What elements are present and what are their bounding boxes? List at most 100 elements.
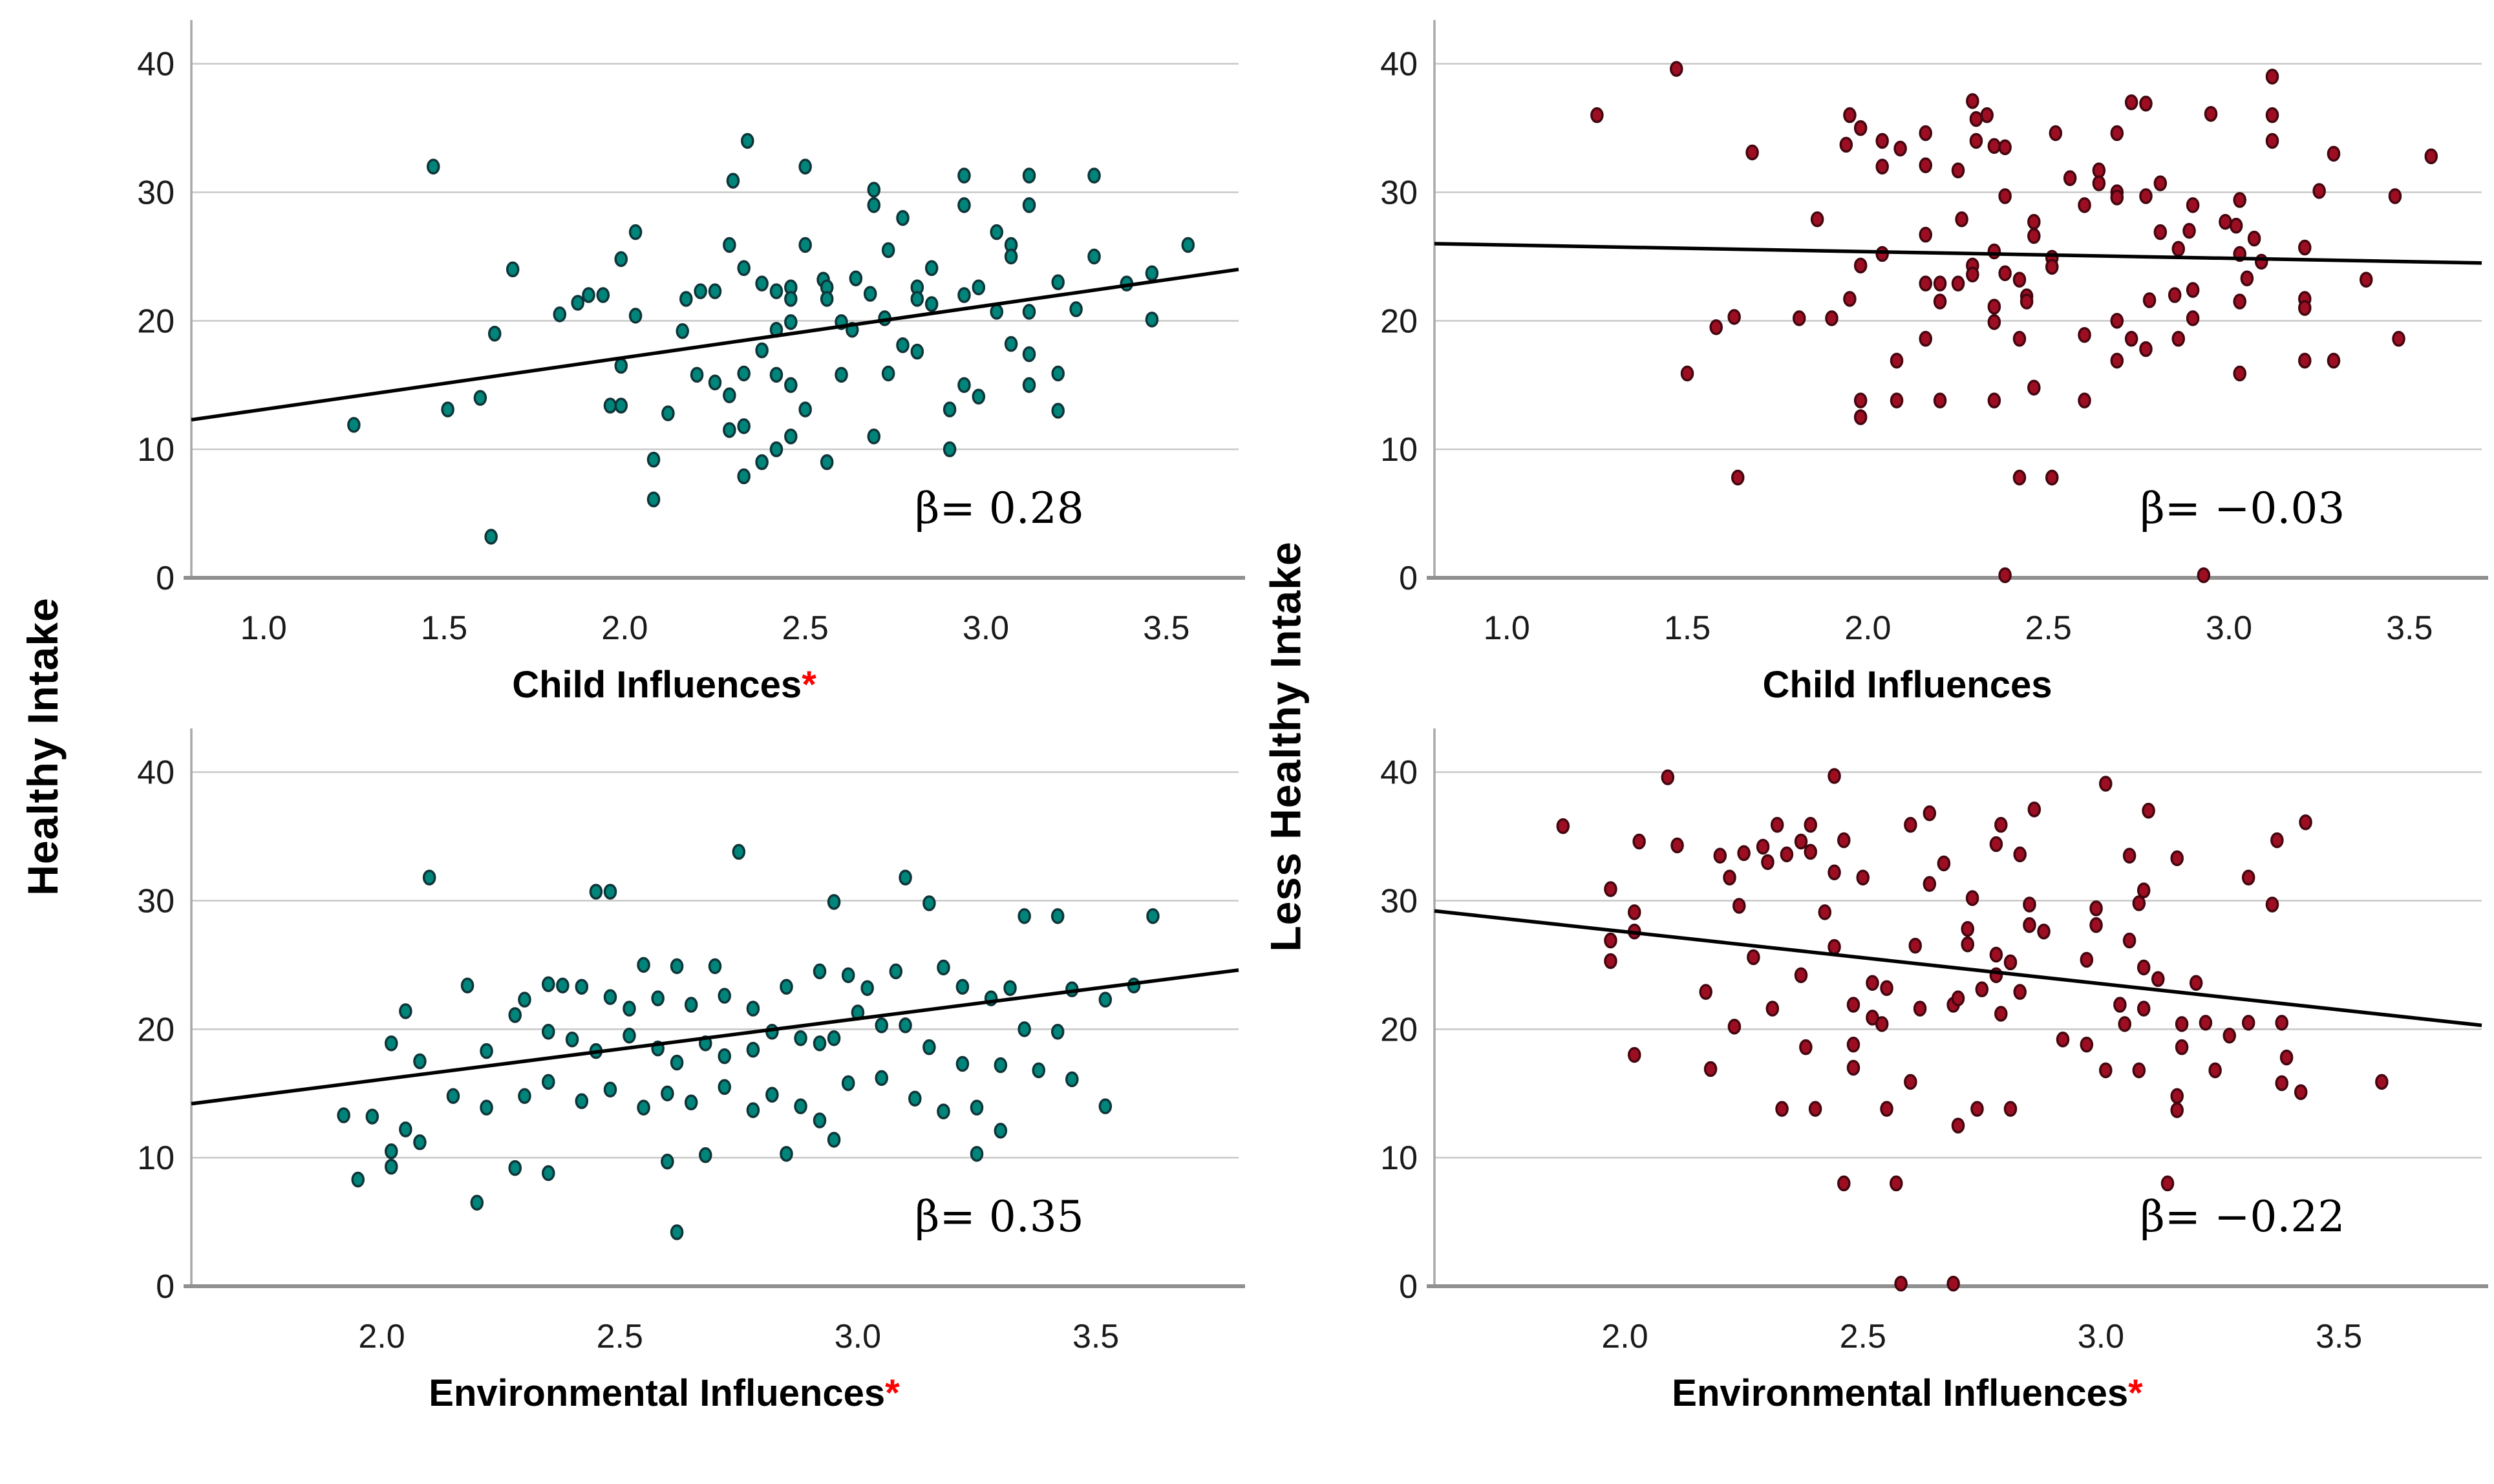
scatter-point <box>2142 802 2155 819</box>
scatter-point <box>2233 365 2246 382</box>
scatter-plot-svg: 0 10 20 30 40 2.0 2.5 3.0 3.5 β= −0.22 <box>1380 728 2488 1355</box>
scatter-point <box>1022 346 1036 363</box>
scatter-point <box>427 158 440 175</box>
scatter-point <box>556 977 570 993</box>
scatter-point <box>1604 932 1617 949</box>
scatter-point <box>2045 469 2059 486</box>
x-tick-labels: 1.0 1.5 2.0 2.5 3.0 3.5 <box>1484 610 2433 647</box>
x-tick-label: 3.0 <box>2206 610 2252 647</box>
scatter-point <box>1050 907 1065 924</box>
plot-healthy-vs-child: 0 10 20 30 40 1.0 1.5 2.0 2.5 3.0 3.5 β= 0.28 <box>81 9 1247 668</box>
scatter-point <box>684 997 698 1013</box>
scatter-point <box>881 365 895 382</box>
scatter-point <box>1087 248 1101 265</box>
scatter-point <box>1987 299 2001 315</box>
scatter-point <box>2270 832 2284 849</box>
scatter-point <box>2279 1049 2294 1066</box>
scatter-point <box>676 323 689 339</box>
scatter-point <box>1050 1023 1065 1040</box>
x-tick-label: 3.0 <box>963 610 1009 647</box>
scatter-points <box>1590 61 2438 584</box>
scatter-point <box>1828 938 1841 955</box>
scatter-point <box>994 1122 1008 1139</box>
scatter-point <box>1794 967 1808 983</box>
x-tick-labels: 1.0 1.5 2.0 2.5 3.0 3.5 <box>240 610 1190 647</box>
scatter-point <box>2186 282 2200 298</box>
scatter-point <box>1866 1009 1879 1026</box>
scatter-point <box>955 979 970 995</box>
beta-coefficient-label: β= 0.35 <box>915 1192 1083 1242</box>
scatter-points <box>347 132 1195 545</box>
scatter-point <box>881 242 895 259</box>
scatter-point <box>351 1171 365 1188</box>
scatter-point <box>970 1099 984 1116</box>
y-axis-label-less-healthy: Less Healthy Intake <box>1247 9 1325 1484</box>
scatter-point <box>2199 1014 2213 1031</box>
scatter-point <box>910 291 924 307</box>
scatter-point <box>460 977 474 993</box>
scatter-point <box>1837 1175 1851 1191</box>
scatter-point <box>1661 769 1675 785</box>
scatter-point <box>1804 816 1817 833</box>
scatter-point <box>542 976 555 992</box>
scatter-point <box>2137 882 2151 898</box>
scatter-point <box>2170 850 2184 866</box>
y-tick-label: 30 <box>1380 174 1418 211</box>
scatter-point <box>637 957 650 973</box>
scatter-point <box>1632 833 1646 850</box>
scatter-point <box>769 283 783 299</box>
scatter-point <box>582 287 595 303</box>
scatter-point <box>1713 847 1727 864</box>
scatter-point <box>2012 330 2027 347</box>
scatter-point <box>990 224 1003 240</box>
scatter-point <box>2027 801 2041 818</box>
scatter-point <box>690 366 704 383</box>
x-tick-label: 2.0 <box>358 1318 405 1355</box>
scatter-point <box>2027 228 2041 244</box>
y-tick-label: 20 <box>137 302 175 340</box>
scatter-point <box>1804 843 1817 860</box>
gridlines <box>1434 771 2482 1159</box>
scatter-point <box>2182 222 2196 239</box>
scatter-point <box>1745 144 1759 161</box>
scatter-point <box>2233 192 2246 208</box>
scatter-point <box>1670 61 1683 77</box>
y-tick-label: 30 <box>137 174 175 211</box>
scatter-point <box>1853 409 1868 425</box>
scatter-point <box>2241 869 2255 885</box>
beta-coefficient-label: β= 0.28 <box>915 483 1083 533</box>
scatter-point <box>670 1054 684 1071</box>
scatter-point <box>1875 246 1889 262</box>
scatter-point <box>1727 309 1741 325</box>
scatter-point <box>2089 917 2103 933</box>
scatter-point <box>798 158 812 175</box>
scatter-point <box>2080 951 2094 968</box>
column-healthy-intake: Healthy Intake 0 10 20 30 40 1.0 1.5 2.0 2.5 3.0 3… <box>4 9 1247 1484</box>
x-tick-label: 3.5 <box>1072 1318 1119 1355</box>
scatter-point <box>737 365 751 382</box>
scatter-point <box>2110 189 2124 206</box>
scatter-point <box>2219 213 2232 230</box>
x-axis-title: Environmental Influences* <box>81 1372 1247 1414</box>
scatter-point <box>542 1023 555 1040</box>
scatter-point <box>1923 805 1937 822</box>
x-tick-label: 1.5 <box>1664 610 1711 647</box>
scatter-point <box>2197 567 2211 584</box>
scatter-point <box>2153 224 2168 240</box>
scatter-point <box>957 287 971 303</box>
scatter-point <box>684 1094 698 1110</box>
scatter-point <box>755 342 769 359</box>
x-axis-title: Environmental Influences* <box>1325 1372 2490 1414</box>
scatter-point <box>661 1153 674 1170</box>
scatter-point <box>1969 111 1983 127</box>
scatter-point <box>1856 869 1870 885</box>
regression-line <box>1434 909 2482 1027</box>
scatter-point <box>670 1224 684 1240</box>
x-axis-title-text: Child Influences <box>1762 664 2052 706</box>
y-tick-label: 30 <box>1380 882 1418 920</box>
scatter-point <box>2023 896 2036 913</box>
scatter-point <box>518 1088 531 1104</box>
x-tick-label: 2.0 <box>1601 1318 1648 1355</box>
scatter-point <box>990 304 1003 320</box>
scatter-point <box>2122 847 2137 864</box>
